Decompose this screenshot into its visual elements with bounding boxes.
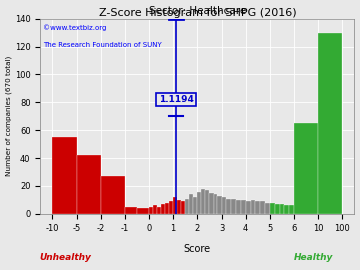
Bar [255,201,260,214]
Title: Z-Score Histogram for SHPG (2016): Z-Score Histogram for SHPG (2016) [99,8,296,18]
Bar [236,200,241,214]
Bar [213,194,217,214]
Bar [265,203,270,214]
Bar [275,204,279,214]
Bar [251,200,255,214]
Text: 1.1194: 1.1194 [159,95,194,104]
Bar [217,196,221,214]
Bar [181,201,185,214]
Text: Sector: Healthcare: Sector: Healthcare [149,6,246,16]
Bar [197,191,202,214]
X-axis label: Score: Score [184,244,211,254]
Bar [205,190,210,214]
Y-axis label: Number of companies (670 total): Number of companies (670 total) [5,56,12,176]
Bar [202,189,205,214]
Bar [231,198,236,214]
Bar [189,194,193,214]
Bar [260,201,265,214]
Bar [125,207,137,214]
Bar [284,205,289,214]
Bar [289,205,294,214]
Bar [173,197,177,214]
Bar [137,208,149,214]
Text: The Research Foundation of SUNY: The Research Foundation of SUNY [44,42,162,48]
Bar [318,33,342,214]
Bar [210,193,213,214]
Bar [101,176,125,214]
Bar [221,197,226,214]
Bar [161,204,165,214]
Bar [246,201,251,214]
Text: Healthy: Healthy [294,253,333,262]
Bar [157,207,161,214]
Bar [226,198,231,214]
Bar [185,198,189,214]
Bar [270,203,275,214]
Bar [177,200,181,214]
Bar [193,197,197,214]
Bar [279,204,284,214]
Bar [77,155,101,214]
Text: Unhealthy: Unhealthy [40,253,91,262]
Text: ©www.textbiz.org: ©www.textbiz.org [44,25,107,31]
Bar [153,205,157,214]
Bar [294,123,318,214]
Bar [53,137,77,214]
Bar [169,201,173,214]
Bar [149,207,153,214]
Bar [241,200,246,214]
Bar [165,203,169,214]
